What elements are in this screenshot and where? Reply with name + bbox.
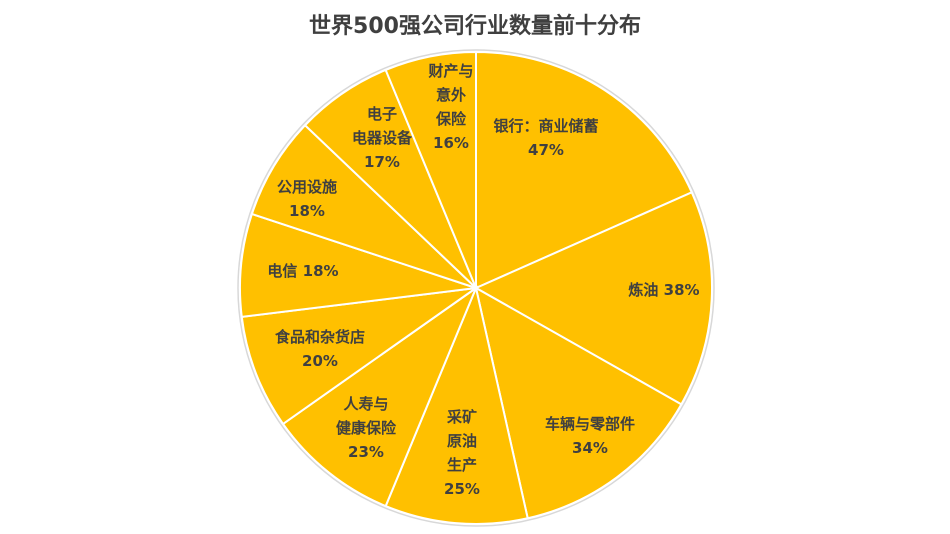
slice-label-8: 公用设施 18% [277, 178, 337, 220]
pie-slice-4 [384, 284, 529, 525]
slice-label-line: 公用设施 [277, 178, 337, 196]
slice-label-line: 34% [572, 439, 608, 457]
pie-slice-3 [474, 286, 683, 520]
slice-label-line: 17% [364, 153, 400, 171]
pie-labels: 银行：商业储蓄 47% 炼油 38% 车辆与零部件 34% 采矿原油生产 25% 人寿与健康保… [267, 62, 699, 498]
slice-label-line: 财产与 [428, 62, 473, 80]
slice-label-1: 银行：商业储蓄 47% [493, 117, 598, 159]
slice-label-line: 车辆与零部件 [545, 415, 635, 433]
slice-label-3: 车辆与零部件 34% [545, 415, 635, 457]
slice-label-6: 食品和杂货店 20% [275, 328, 365, 370]
slice-label-line: 18% [289, 202, 325, 220]
slice-label-7: 电信 18% [267, 262, 338, 280]
slice-label-line: 电器设备 [352, 129, 413, 147]
slice-label-line: 原油 [447, 432, 477, 450]
slice-label-line: 炼油 38% [628, 281, 699, 299]
slice-label-2: 炼油 38% [628, 281, 699, 299]
pie-slice-5 [281, 285, 479, 508]
slice-label-10: 财产与意外保险 16% [428, 62, 473, 152]
slice-label-line: 人寿与 [343, 395, 388, 413]
slice-label-line: 电子 [367, 105, 397, 123]
slice-label-line: 意外 [436, 86, 466, 104]
pie-slice-8 [250, 123, 477, 289]
slice-label-line: 25% [444, 480, 480, 498]
slice-label-line: 食品和杂货店 [275, 328, 365, 346]
pie-slice-1 [475, 50, 694, 290]
pie-slice-6 [240, 287, 477, 426]
slice-label-line: 采矿 [446, 408, 477, 426]
pie-slice-2 [473, 191, 713, 406]
slice-label-line: 健康保险 [336, 419, 397, 437]
chart-title: 世界500强公司行业数量前十分布 [309, 14, 641, 39]
slice-label-4: 采矿原油生产 25% [444, 408, 480, 498]
slice-label-line: 20% [302, 352, 338, 370]
slice-label-line: 生产 [447, 456, 477, 474]
slice-label-line: 16% [433, 134, 469, 152]
pie-slice-7 [239, 212, 477, 319]
slice-label-line: 电信 18% [267, 262, 338, 280]
pie-slices [239, 50, 713, 525]
slice-label-9: 电子电器设备 17% [352, 105, 413, 171]
slice-label-line: 银行：商业储蓄 [493, 117, 598, 135]
slice-label-line: 23% [348, 443, 384, 461]
slice-label-5: 人寿与健康保险 23% [336, 395, 397, 461]
slice-label-line: 保险 [435, 110, 467, 128]
pie-rim [237, 49, 715, 527]
slice-label-line: 47% [528, 141, 564, 159]
pie-slice-10 [384, 50, 477, 289]
